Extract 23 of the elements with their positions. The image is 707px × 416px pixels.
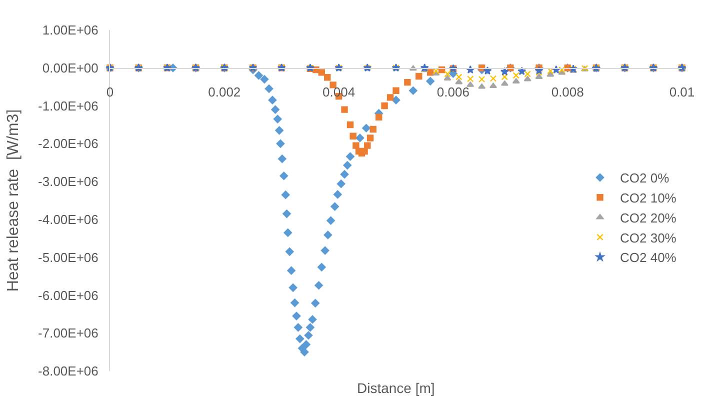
y-tick-label: -7.00E+06	[38, 326, 98, 341]
y-tick-label: 1.00E+06	[42, 22, 98, 38]
legend-label: CO2 30%	[620, 230, 677, 246]
x-tick-label: 0.004	[322, 84, 356, 100]
x-tick-label: 0.002	[208, 84, 241, 100]
x-axis-title: Distance [m]	[357, 380, 435, 396]
y-tick-label: -4.00E+06	[38, 212, 98, 227]
x-tick-label: 0.006	[436, 84, 470, 100]
legend-label: CO2 10%	[620, 190, 677, 206]
y-tick-label: -1.00E+06	[38, 98, 98, 114]
y-tick-label: -8.00E+06	[38, 364, 98, 379]
y-tick-label: -2.00E+06	[38, 136, 98, 152]
x-tick-label: 0.008	[551, 84, 584, 100]
y-axis-title: Heat release rate [W/m3]	[4, 109, 22, 292]
legend-label: CO2 0%	[620, 170, 670, 186]
legend-label: CO2 40%	[620, 250, 677, 266]
y-tick-label: -6.00E+06	[38, 288, 98, 303]
y-tick-label: -3.00E+06	[38, 174, 98, 190]
x-tick-label: 0	[106, 84, 114, 100]
x-tick-label: 0.01	[669, 84, 695, 100]
y-tick-label: 0.00E+00	[42, 60, 98, 76]
legend-label: CO2 20%	[620, 210, 677, 226]
y-tick-label: -5.00E+06	[38, 250, 98, 265]
